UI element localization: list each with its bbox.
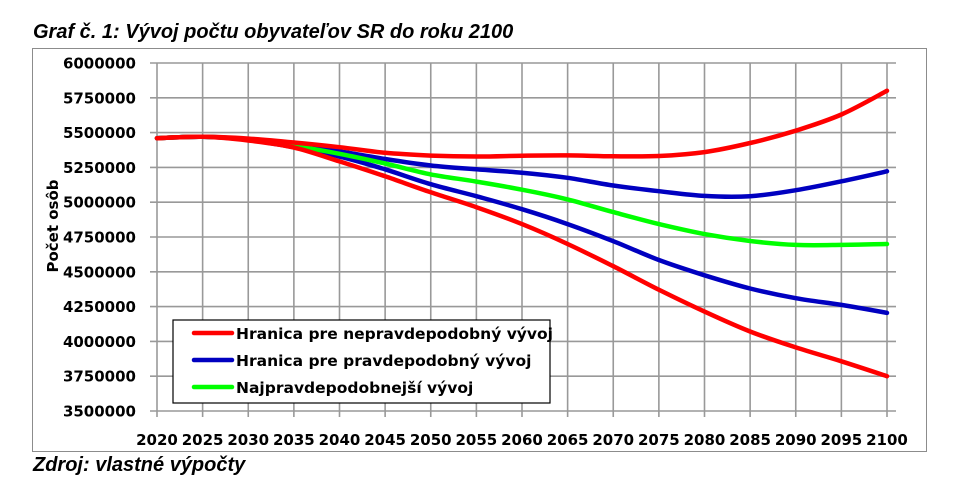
x-tick-label: 2080 [684, 431, 726, 449]
series-line [154, 88, 890, 159]
legend-label: Najpravdepodobnejší vývoj [236, 379, 473, 397]
x-tick-label: 2050 [410, 431, 452, 449]
legend-box [172, 319, 551, 404]
x-tick-label: 2065 [547, 431, 589, 449]
x-tick-label: 2045 [364, 431, 406, 449]
x-axis-tick-labels: 2020 2025 2030 2035 2040 2045 2050 2055 2060 2065… [136, 431, 908, 449]
x-tick-label: 2095 [821, 431, 863, 449]
x-tick-label: 2040 [319, 431, 361, 449]
x-tick-label: 2020 [136, 431, 178, 449]
x-tick-label: 2030 [227, 431, 269, 449]
legend: Hranica pre nepravdepodobný vývoj Hranica… [172, 319, 553, 404]
legend-label: Hranica pre nepravdepodobný vývoj [236, 325, 553, 343]
y-tick-label: 4250000 [63, 298, 136, 316]
chart-caption-title: Graf č. 1: Vývoj počtu obyvateľov SR do … [33, 21, 514, 43]
x-tick-label: 2025 [182, 431, 224, 449]
y-tick-label: 5250000 [63, 159, 136, 177]
source-note: Zdroj: vlastné výpočty [33, 454, 246, 476]
x-tick-label: 2075 [638, 431, 680, 449]
y-tick-label: 3750000 [63, 368, 136, 386]
series-line [154, 134, 890, 379]
y-tick-label: 5500000 [63, 124, 136, 142]
x-tick-label: 2060 [501, 431, 543, 449]
x-tick-label: 2055 [456, 431, 498, 449]
y-tick-label: 4500000 [63, 263, 136, 281]
y-tick-label: 5750000 [63, 89, 136, 107]
x-tick-label: 2100 [866, 431, 908, 449]
y-tick-label: 3500000 [63, 403, 136, 421]
y-tick-label: 4750000 [63, 229, 136, 247]
y-tick-label: 4000000 [63, 333, 136, 351]
data-series [154, 88, 890, 379]
y-tick-label: 5000000 [63, 194, 136, 212]
x-tick-label: 2035 [273, 431, 315, 449]
x-tick-label: 2090 [775, 431, 817, 449]
x-tick-label: 2085 [729, 431, 771, 449]
y-tick-label: 6000000 [63, 55, 136, 73]
y-axis-title: Počet osôb [44, 179, 62, 272]
legend-label: Hranica pre pravdepodobný vývoj [236, 352, 531, 370]
y-axis-tick-labels: 3500000 3750000 4000000 4250000 4500000 47500… [63, 55, 136, 421]
x-tick-label: 2070 [592, 431, 634, 449]
